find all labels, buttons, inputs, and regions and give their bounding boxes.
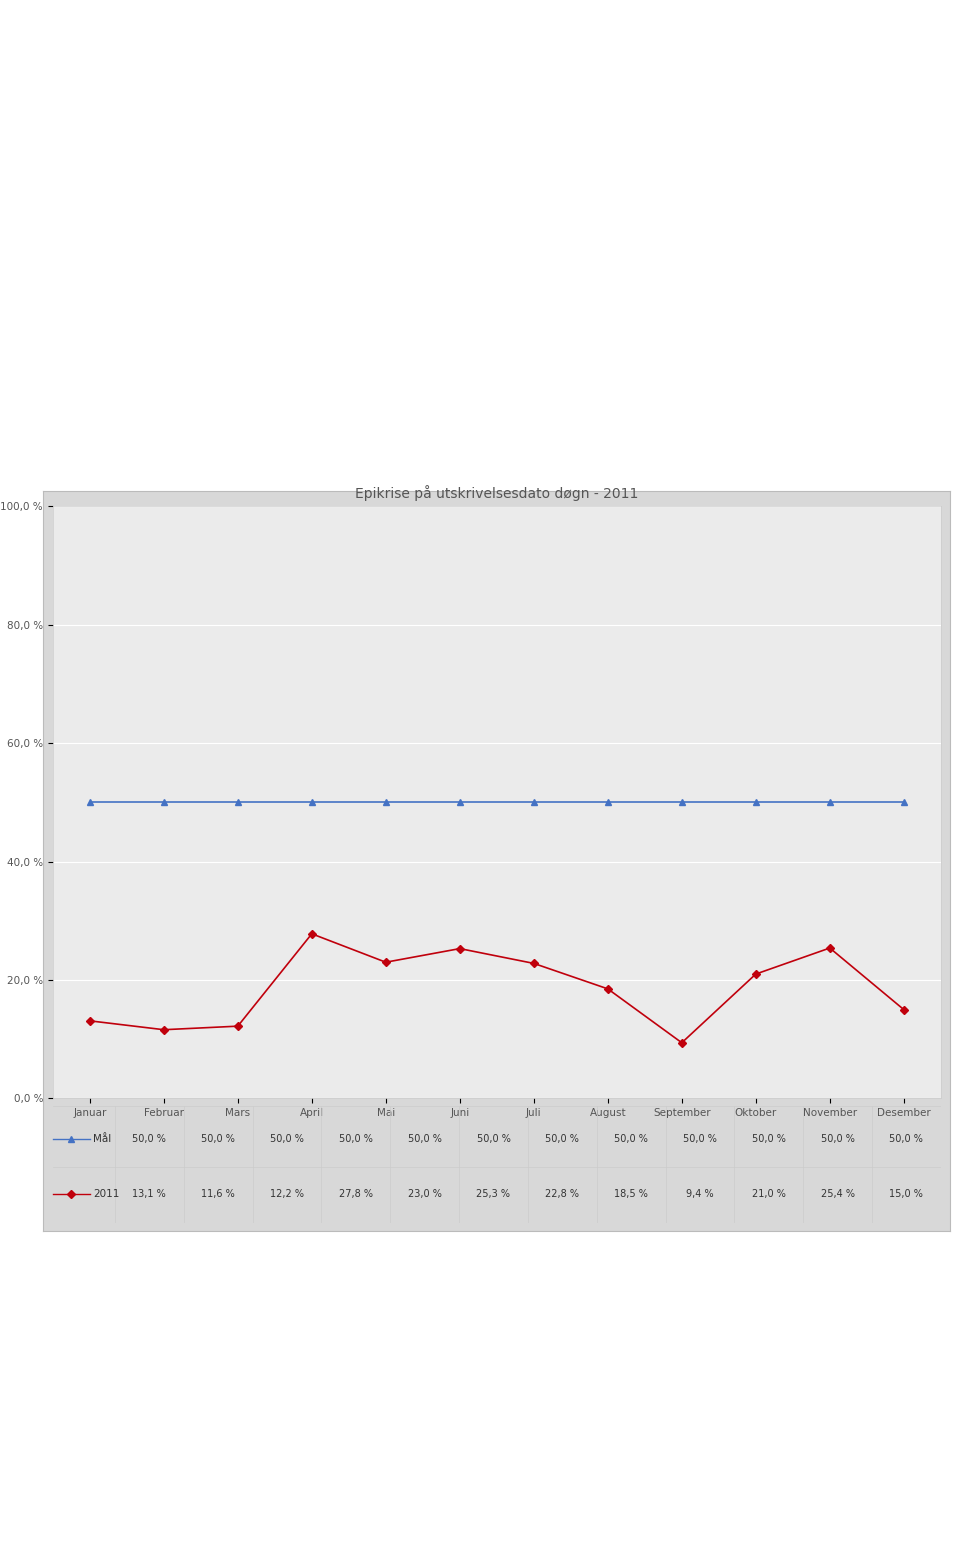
Text: 13,1 %: 13,1 % (132, 1189, 166, 1198)
Text: 21,0 %: 21,0 % (752, 1189, 785, 1198)
Text: 25,4 %: 25,4 % (821, 1189, 854, 1198)
Title: Epikrise på utskrivelsesdato døgn - 2011: Epikrise på utskrivelsesdato døgn - 2011 (355, 485, 638, 502)
Text: 50,0 %: 50,0 % (545, 1134, 579, 1144)
Text: 50,0 %: 50,0 % (821, 1134, 854, 1144)
Text: 50,0 %: 50,0 % (408, 1134, 442, 1144)
Text: 50,0 %: 50,0 % (202, 1134, 235, 1144)
Text: 12,2 %: 12,2 % (270, 1189, 304, 1198)
Text: 23,0 %: 23,0 % (408, 1189, 442, 1198)
Text: 50,0 %: 50,0 % (132, 1134, 166, 1144)
Text: 50,0 %: 50,0 % (683, 1134, 717, 1144)
Text: 50,0 %: 50,0 % (270, 1134, 304, 1144)
Text: Mål: Mål (93, 1134, 111, 1144)
Text: 9,4 %: 9,4 % (686, 1189, 713, 1198)
Text: 50,0 %: 50,0 % (890, 1134, 924, 1144)
Text: 11,6 %: 11,6 % (202, 1189, 235, 1198)
Text: 25,3 %: 25,3 % (476, 1189, 511, 1198)
Text: 15,0 %: 15,0 % (890, 1189, 924, 1198)
Text: 50,0 %: 50,0 % (614, 1134, 648, 1144)
Text: 50,0 %: 50,0 % (339, 1134, 372, 1144)
Text: 50,0 %: 50,0 % (476, 1134, 511, 1144)
Text: 22,8 %: 22,8 % (545, 1189, 579, 1198)
Text: 27,8 %: 27,8 % (339, 1189, 372, 1198)
Text: 18,5 %: 18,5 % (614, 1189, 648, 1198)
Text: 2011: 2011 (93, 1189, 120, 1198)
Text: 50,0 %: 50,0 % (752, 1134, 785, 1144)
